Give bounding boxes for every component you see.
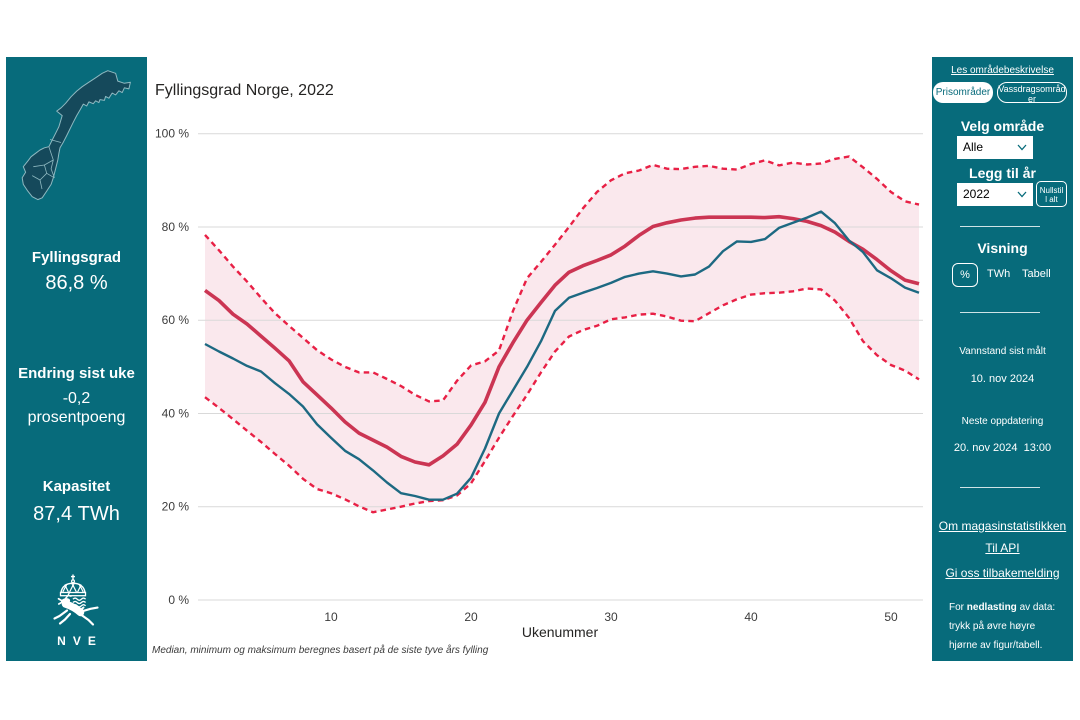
svg-text:40 %: 40 % <box>162 407 190 421</box>
svg-text:20 %: 20 % <box>162 500 190 514</box>
svg-text:50: 50 <box>884 610 898 624</box>
svg-text:30: 30 <box>604 610 618 624</box>
svg-text:60 %: 60 % <box>162 313 190 327</box>
svg-text:40: 40 <box>744 610 758 624</box>
svg-text:0 %: 0 % <box>168 593 189 607</box>
svg-text:80 %: 80 % <box>162 220 190 234</box>
svg-text:10: 10 <box>324 610 338 624</box>
svg-text:100 %: 100 % <box>155 127 189 141</box>
svg-text:20: 20 <box>464 610 478 624</box>
